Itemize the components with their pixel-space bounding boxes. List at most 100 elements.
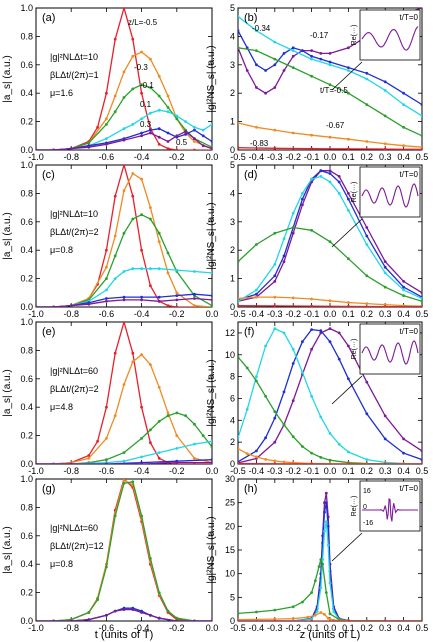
y-tick-label: 0.4 <box>20 402 33 412</box>
data-point <box>238 46 240 50</box>
y-tick-label: 0.0 <box>20 459 33 469</box>
y-tick-label: 5 <box>230 160 235 170</box>
data-point <box>383 303 387 307</box>
data-point <box>105 462 108 464</box>
panel-label: (d) <box>244 169 257 181</box>
data-point <box>282 260 286 263</box>
data-point <box>238 447 240 451</box>
y-tick-label: 20 <box>225 521 235 531</box>
data-point <box>319 52 323 55</box>
data-point <box>113 609 117 613</box>
param-text: |g|²NLΔt=60 <box>50 523 98 533</box>
data-point <box>105 248 108 252</box>
y-tick-label: 2 <box>230 245 235 255</box>
y-tick-label: 3 <box>230 217 235 227</box>
y-tick-label: 0.0 <box>20 302 33 312</box>
data-point <box>317 565 321 568</box>
data-point <box>323 510 326 514</box>
series-line-5 <box>238 147 422 150</box>
data-point <box>122 322 126 324</box>
data-point <box>105 405 108 409</box>
data-point <box>149 57 152 61</box>
data-point <box>122 459 126 463</box>
data-point <box>122 451 126 454</box>
data-point <box>166 411 170 415</box>
data-point <box>157 108 161 112</box>
data-point <box>122 165 126 167</box>
panel-g: -1.0 -0.8 -0.6 -0.4 -0.2 0.0 0.0 0.2 0.4 0.6 0.8 1.… <box>2 474 218 633</box>
data-point <box>157 94 161 98</box>
data-point <box>245 366 249 370</box>
data-point <box>255 288 258 292</box>
x-tick-label: -0.8 <box>63 152 79 162</box>
data-point <box>210 298 212 302</box>
data-point <box>122 270 126 273</box>
data-point <box>175 411 179 415</box>
data-point <box>328 52 332 55</box>
series-group <box>238 327 422 464</box>
x-tick-label: -0.6 <box>99 623 115 633</box>
data-point <box>365 412 369 416</box>
panel-b: -0.5 -0.4 -0.3 -0.2 -0.1 0.0 0.1 0.2 0.3 0.4 0.5 0 1… <box>206 3 428 162</box>
data-point <box>140 267 144 271</box>
series-line-5 <box>238 304 422 307</box>
x-tick-label: -0.2 <box>285 152 301 162</box>
x-tick-label: 0.3 <box>379 466 392 476</box>
data-point <box>301 340 304 344</box>
data-point <box>140 83 144 87</box>
param-text: |g|²NLΔt=10 <box>50 209 98 219</box>
data-point <box>175 434 179 437</box>
inset-y-label: Re(···) <box>351 339 358 360</box>
y-tick-label: 0 <box>230 302 235 312</box>
y-axis-label: |a_s| (a.u.) <box>2 212 13 259</box>
data-point <box>122 70 126 74</box>
data-point <box>291 226 295 229</box>
data-point <box>273 57 277 61</box>
data-point <box>319 456 323 459</box>
data-point <box>36 148 38 150</box>
data-point <box>157 616 161 620</box>
y-tick-label: 0.8 <box>20 188 33 198</box>
panel-label: (h) <box>244 483 257 495</box>
data-point <box>328 240 332 244</box>
data-point <box>383 260 387 263</box>
y-tick-label: 0.8 <box>20 502 33 512</box>
data-point <box>420 8 422 10</box>
data-point <box>255 125 258 129</box>
data-point <box>245 69 249 72</box>
data-point <box>105 137 108 141</box>
y-tick-label: 2 <box>230 437 235 447</box>
data-point <box>332 610 336 613</box>
plot-frame <box>35 321 213 465</box>
data-point <box>122 479 126 482</box>
data-point <box>210 294 212 297</box>
data-point <box>264 91 267 95</box>
y-axis-label: |g|²NS_s| (a.u.) <box>206 516 217 583</box>
data-point <box>420 299 422 303</box>
data-point <box>255 49 258 52</box>
data-point <box>105 297 108 300</box>
data-point <box>310 74 313 78</box>
data-point <box>157 420 161 423</box>
y-tick-label: 10 <box>225 569 235 579</box>
data-point <box>105 613 108 617</box>
y-tick-label: 0.2 <box>20 274 33 284</box>
data-point <box>328 612 332 616</box>
data-point <box>122 189 126 193</box>
data-point <box>301 203 304 207</box>
x-tick-label: 0.2 <box>361 623 374 633</box>
data-point <box>210 439 212 443</box>
x-tick-label: -0.3 <box>267 152 283 162</box>
data-point <box>347 257 350 261</box>
data-point <box>175 294 179 297</box>
data-point <box>131 37 135 41</box>
x-tick-label: -0.2 <box>285 309 301 319</box>
data-point <box>255 63 258 67</box>
x-tick-label: 0.4 <box>397 152 410 162</box>
y-tick-label: 0 <box>230 145 235 155</box>
data-point <box>201 144 205 148</box>
data-point <box>140 437 144 440</box>
x-tick-label: 0.1 <box>342 466 355 476</box>
data-point <box>157 456 161 460</box>
curve-annotation: z/L=-0.5 <box>128 18 158 27</box>
